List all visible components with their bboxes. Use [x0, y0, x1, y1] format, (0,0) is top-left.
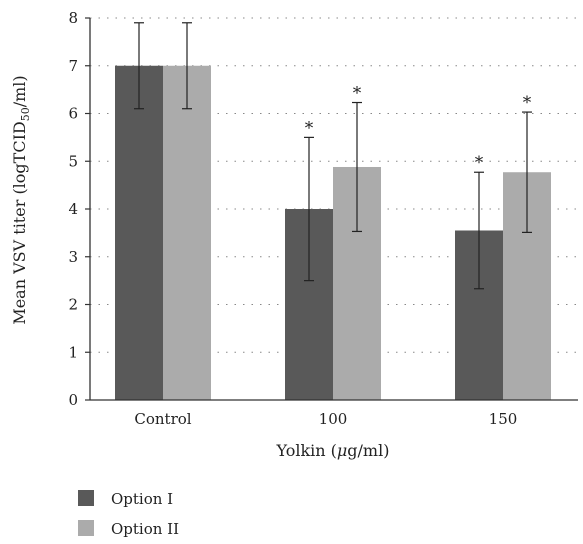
significance-star: * — [475, 153, 484, 173]
bar — [163, 65, 211, 400]
x-axis-title: Yolkin (μg/ml) — [276, 441, 390, 460]
legend: Option I Option II — [78, 490, 179, 538]
x-axis-title-main: Yolkin ( — [276, 441, 337, 460]
y-axis-title-rest: /ml) — [10, 75, 29, 107]
y-axis-title: Mean VSV titer (logTCID50/ml) — [10, 75, 32, 324]
x-tick-label: 100 — [319, 410, 348, 428]
y-axis-title-subscript: 50 — [19, 107, 32, 121]
x-tick-labels: Control 100 150 — [134, 410, 517, 428]
legend-swatch-option-ii — [78, 520, 94, 536]
significance-markers: * * * * — [305, 84, 532, 174]
axes — [85, 17, 578, 401]
bars — [115, 65, 551, 400]
y-tick-label: 3 — [68, 248, 78, 266]
legend-label-option-ii: Option II — [111, 520, 179, 538]
significance-star: * — [523, 93, 532, 113]
bar — [115, 65, 163, 400]
x-axis-title-rest: g/ml) — [347, 441, 389, 460]
x-tick-label: Control — [134, 410, 191, 428]
y-tick-label: 4 — [68, 200, 78, 218]
y-tick-label: 5 — [68, 152, 78, 170]
y-tick-label: 1 — [68, 343, 78, 361]
significance-star: * — [305, 118, 314, 138]
legend-swatch-option-i — [78, 490, 94, 506]
significance-star: * — [353, 84, 362, 104]
x-axis-title-mu: μ — [337, 441, 347, 460]
y-tick-label: 8 — [68, 9, 78, 27]
error-bars — [134, 22, 532, 290]
x-tick-label: 150 — [489, 410, 518, 428]
y-tick-label: 0 — [68, 391, 78, 409]
y-tick-label: 7 — [68, 57, 78, 75]
legend-label-option-i: Option I — [111, 490, 173, 508]
y-tick-label: 2 — [68, 296, 78, 314]
y-tick-label: 6 — [68, 105, 78, 123]
y-axis-title-main: Mean VSV titer (logTCID — [10, 121, 29, 324]
y-tick-labels: 0 1 2 3 4 5 6 7 8 — [68, 9, 78, 409]
